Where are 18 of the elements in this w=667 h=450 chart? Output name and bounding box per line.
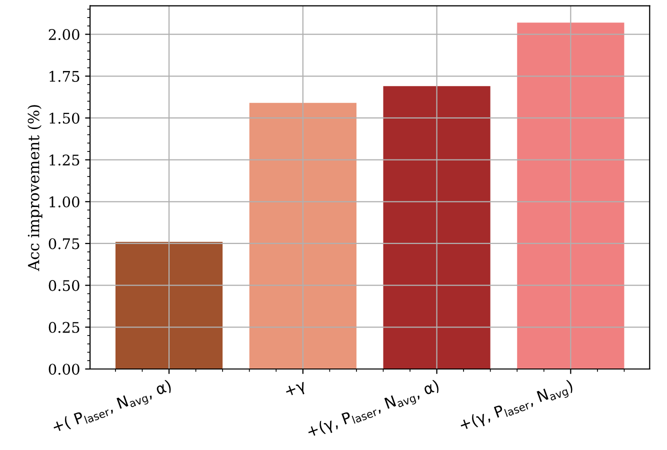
y-tick-label: 0.75: [48, 238, 80, 250]
y-tick-label: 2.00: [48, 29, 80, 40]
x-tick-label: +γ: [284, 380, 308, 400]
bar: [383, 86, 490, 369]
bar: [517, 22, 624, 369]
x-tick-label: +(γ, P$_{laser}$, N$_{avg}$, α): [306, 379, 442, 442]
y-tick-label: 1.50: [50, 112, 80, 124]
x-tick-label: +(γ, P$_{laser}$, N$_{avg}$): [458, 379, 575, 435]
y-tick-label: 1.25: [50, 154, 80, 166]
y-axis-title: Acc improvement (%): [28, 105, 42, 272]
bar: [115, 242, 223, 369]
y-tick-label: 1.75: [50, 70, 80, 82]
x-tick-label: +( P$_{laser}$, N$_{avg}$, α): [52, 379, 174, 437]
y-tick-label: 0.50: [48, 280, 80, 292]
bar: [249, 102, 356, 369]
y-tick-label: 0.25: [48, 322, 80, 333]
y-tick-label: 0.00: [48, 364, 80, 375]
y-tick-label: 1.00: [50, 196, 80, 208]
